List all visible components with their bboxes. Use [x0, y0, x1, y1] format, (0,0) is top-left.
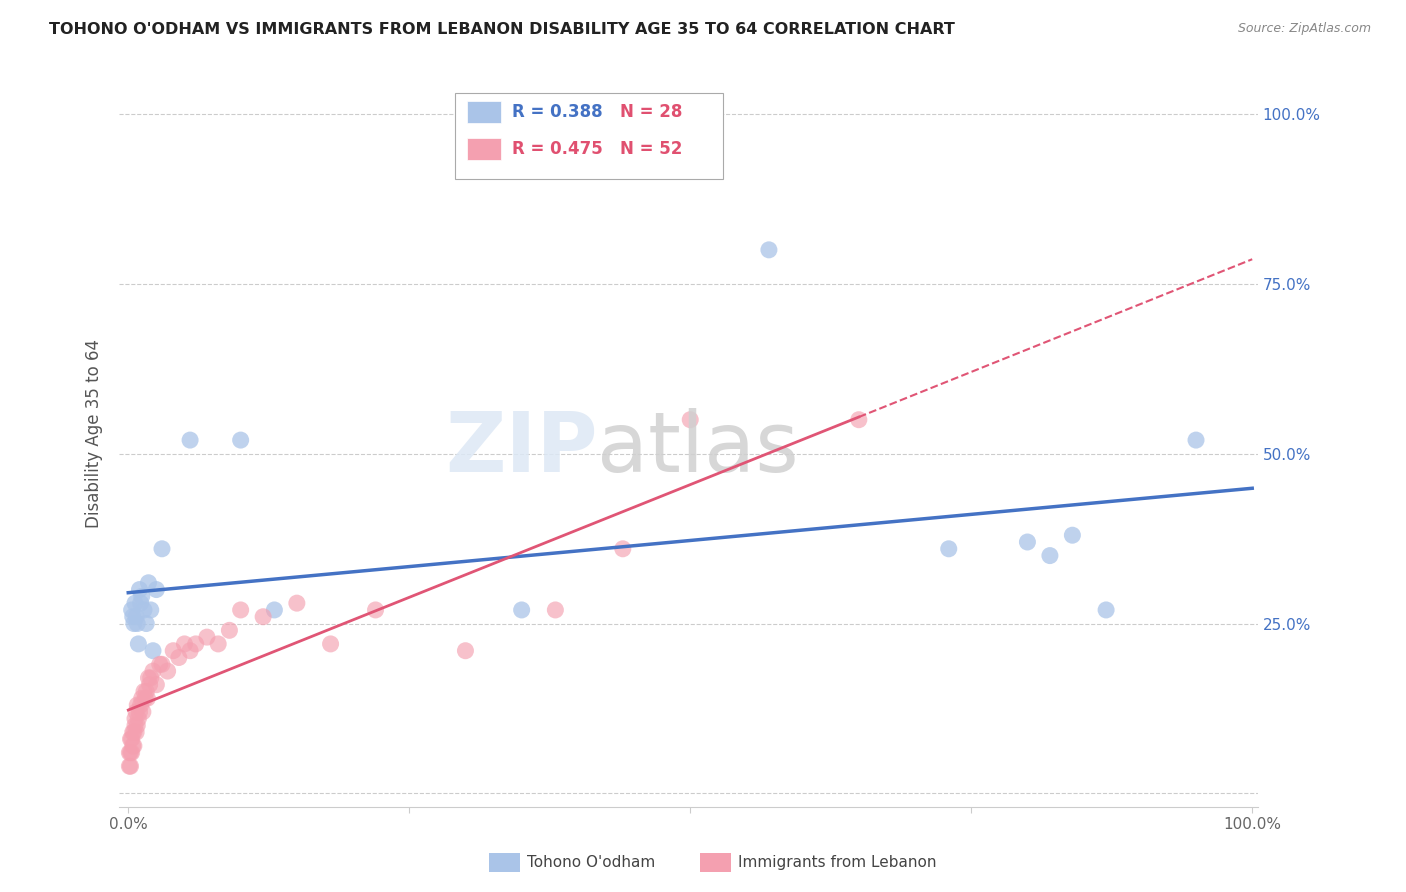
Point	[138, 671, 160, 685]
Point	[127, 718, 149, 732]
Point	[364, 603, 387, 617]
Text: Tohono O'odham: Tohono O'odham	[527, 855, 655, 870]
Point	[131, 691, 153, 706]
Point	[120, 759, 142, 773]
Point	[184, 637, 207, 651]
Point	[118, 759, 141, 773]
Text: R = 0.388: R = 0.388	[512, 103, 603, 121]
Text: R = 0.475: R = 0.475	[512, 140, 603, 158]
Point	[132, 684, 155, 698]
Point	[122, 725, 145, 739]
Point	[207, 637, 229, 651]
Point	[128, 705, 150, 719]
Point	[145, 582, 167, 597]
Point	[150, 541, 173, 556]
Y-axis label: Disability Age 35 to 64: Disability Age 35 to 64	[86, 339, 103, 528]
Point	[218, 624, 240, 638]
Point	[121, 746, 143, 760]
Text: atlas: atlas	[598, 408, 799, 489]
Point	[125, 725, 148, 739]
Point	[285, 596, 308, 610]
Point	[118, 746, 141, 760]
Point	[263, 603, 285, 617]
Point	[179, 433, 201, 447]
Point	[138, 678, 160, 692]
Point	[1062, 528, 1084, 542]
Point	[758, 243, 780, 257]
Point	[136, 691, 159, 706]
Point	[127, 698, 149, 712]
Point	[128, 582, 150, 597]
Point	[120, 746, 142, 760]
Point	[938, 541, 960, 556]
Point	[195, 630, 218, 644]
Point	[121, 739, 143, 753]
Point	[544, 603, 567, 617]
Point	[121, 603, 143, 617]
Text: TOHONO O'ODHAM VS IMMIGRANTS FROM LEBANON DISABILITY AGE 35 TO 64 CORRELATION CH: TOHONO O'ODHAM VS IMMIGRANTS FROM LEBANO…	[49, 22, 955, 37]
Point	[1039, 549, 1062, 563]
Point	[124, 596, 146, 610]
Point	[125, 609, 148, 624]
Point	[139, 671, 162, 685]
Text: N = 52: N = 52	[620, 140, 683, 158]
Point	[454, 643, 477, 657]
Point	[1095, 603, 1118, 617]
Point	[120, 732, 142, 747]
Point	[848, 413, 870, 427]
Point	[229, 603, 252, 617]
FancyBboxPatch shape	[467, 138, 501, 161]
Point	[122, 739, 145, 753]
Point	[134, 691, 156, 706]
Point	[679, 413, 702, 427]
Point	[167, 650, 190, 665]
Point	[252, 609, 274, 624]
Text: ZIP: ZIP	[444, 408, 598, 489]
Point	[229, 433, 252, 447]
Point	[1185, 433, 1208, 447]
Point	[145, 678, 167, 692]
Point	[135, 616, 157, 631]
Point	[510, 603, 533, 617]
Point	[127, 637, 149, 651]
Point	[138, 575, 160, 590]
Point	[125, 705, 148, 719]
Point	[122, 616, 145, 631]
Point	[127, 712, 149, 726]
Point	[142, 664, 165, 678]
Point	[129, 596, 152, 610]
Point	[173, 637, 195, 651]
Point	[121, 732, 143, 747]
Text: Source: ZipAtlas.com: Source: ZipAtlas.com	[1237, 22, 1371, 36]
FancyBboxPatch shape	[467, 101, 501, 123]
FancyBboxPatch shape	[456, 94, 723, 179]
Point	[319, 637, 342, 651]
Point	[121, 725, 143, 739]
Point	[132, 705, 155, 719]
Point	[129, 698, 152, 712]
Point	[1017, 535, 1039, 549]
Text: N = 28: N = 28	[620, 103, 683, 121]
Point	[139, 603, 162, 617]
Point	[124, 712, 146, 726]
Point	[127, 616, 149, 631]
Point	[131, 590, 153, 604]
Point	[149, 657, 172, 672]
Point	[124, 718, 146, 732]
Point	[612, 541, 634, 556]
Text: Immigrants from Lebanon: Immigrants from Lebanon	[738, 855, 936, 870]
Point	[132, 603, 155, 617]
Point	[135, 684, 157, 698]
Point	[150, 657, 173, 672]
Point	[142, 643, 165, 657]
Point	[162, 643, 184, 657]
Point	[121, 609, 143, 624]
Point	[156, 664, 179, 678]
Point	[179, 643, 201, 657]
